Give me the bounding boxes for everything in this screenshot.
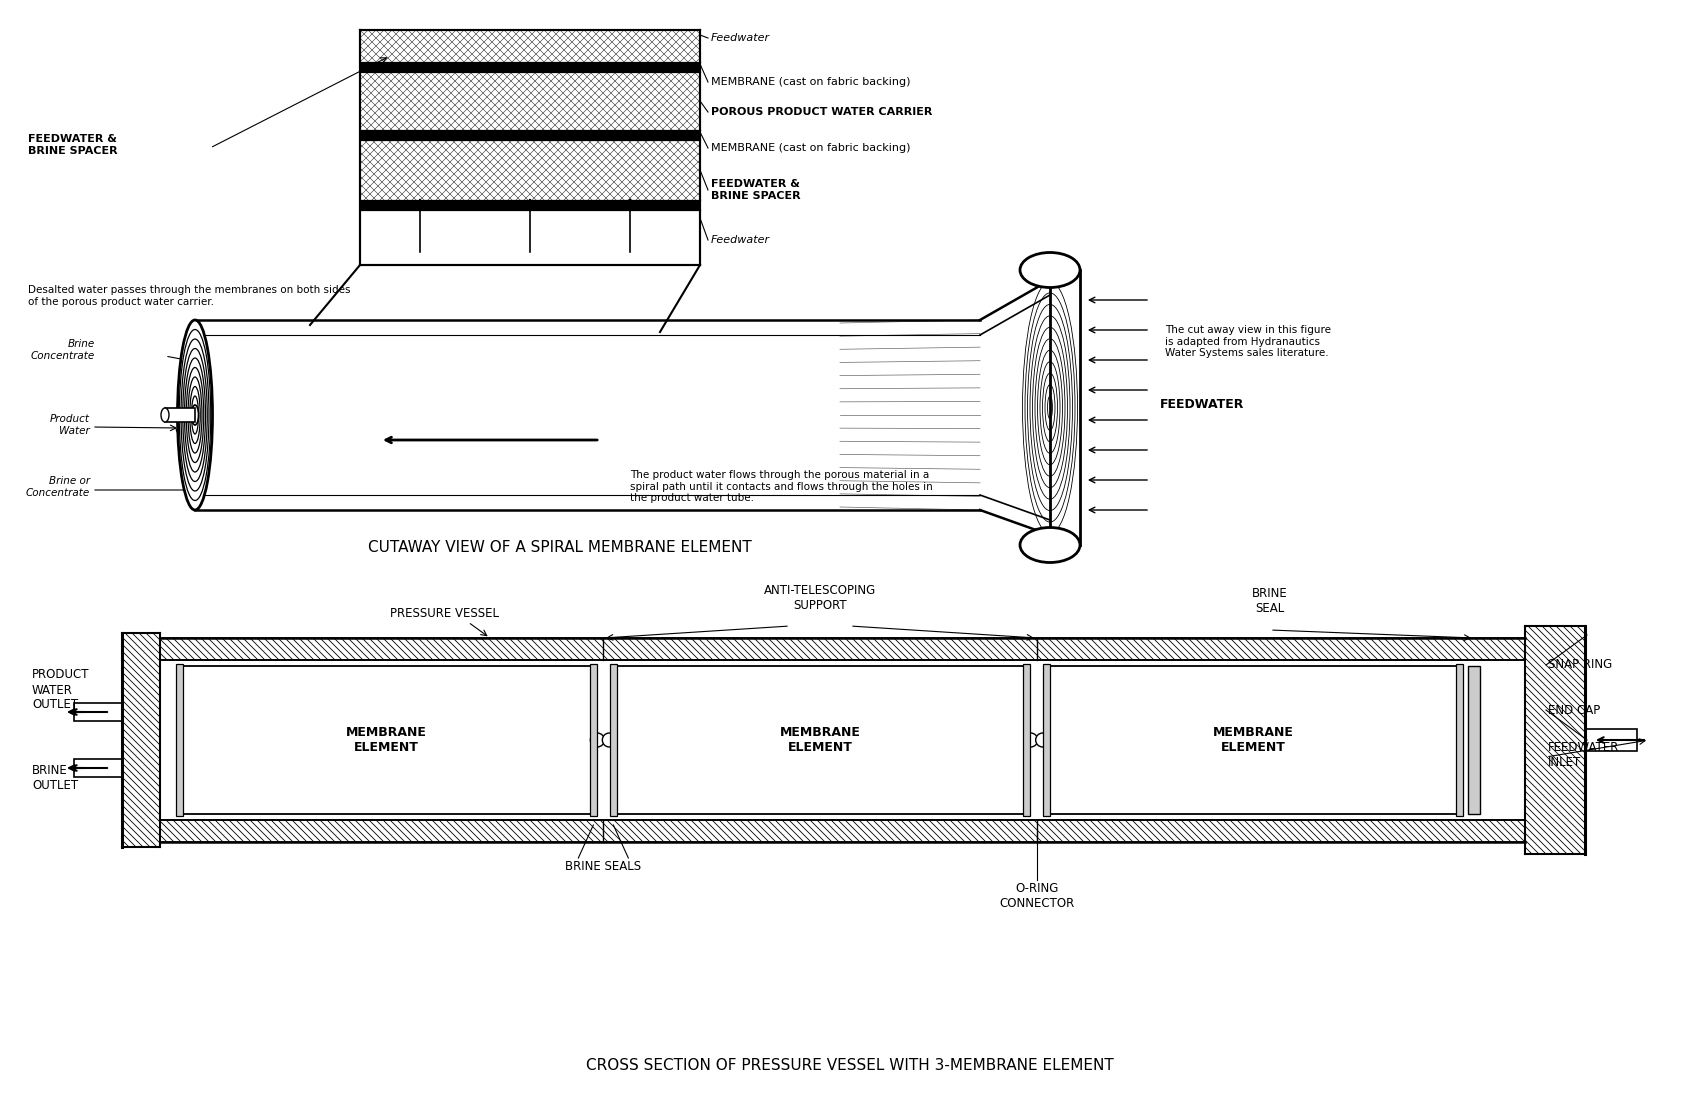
Bar bbox=[1044, 664, 1051, 816]
Circle shape bbox=[1035, 733, 1049, 747]
Text: Feedwater: Feedwater bbox=[711, 235, 770, 245]
Circle shape bbox=[590, 733, 604, 747]
Text: BRINE
SEAL: BRINE SEAL bbox=[1253, 587, 1289, 615]
Bar bbox=[1469, 666, 1481, 814]
Text: The cut away view in this figure
is adapted from Hydranautics
Water Systems sale: The cut away view in this figure is adap… bbox=[1164, 325, 1331, 358]
Ellipse shape bbox=[162, 408, 168, 422]
Bar bbox=[75, 759, 122, 777]
Bar bbox=[610, 664, 617, 816]
Ellipse shape bbox=[192, 405, 199, 425]
Text: The product water flows through the porous material in a
spiral path until it co: The product water flows through the poro… bbox=[631, 470, 933, 503]
Text: MEMBRANE (cast on fabric backing): MEMBRANE (cast on fabric backing) bbox=[711, 77, 911, 87]
Text: MEMBRANE
ELEMENT: MEMBRANE ELEMENT bbox=[780, 726, 860, 754]
Bar bbox=[177, 664, 184, 816]
Circle shape bbox=[1023, 733, 1037, 747]
Text: Feedwater: Feedwater bbox=[711, 33, 770, 43]
Bar bbox=[360, 200, 700, 210]
Text: FEEDWATER &
BRINE SPACER: FEEDWATER & BRINE SPACER bbox=[711, 179, 801, 201]
Circle shape bbox=[602, 733, 617, 747]
Text: PRESSURE VESSEL: PRESSURE VESSEL bbox=[389, 607, 500, 620]
Bar bbox=[1525, 626, 1584, 854]
Bar bbox=[360, 61, 700, 72]
Text: BRINE
OUTLET: BRINE OUTLET bbox=[32, 764, 78, 792]
Text: O-RING
CONNECTOR: O-RING CONNECTOR bbox=[1000, 882, 1074, 910]
Bar bbox=[75, 703, 122, 721]
Text: END CAP: END CAP bbox=[1549, 704, 1600, 717]
Text: MEMBRANE
ELEMENT: MEMBRANE ELEMENT bbox=[347, 726, 427, 754]
Text: PRODUCT
WATER
OUTLET: PRODUCT WATER OUTLET bbox=[32, 669, 90, 712]
Ellipse shape bbox=[1020, 527, 1080, 562]
Text: ANTI-TELESCOPING
SUPPORT: ANTI-TELESCOPING SUPPORT bbox=[763, 584, 876, 612]
Text: Brine or
Concentrate: Brine or Concentrate bbox=[26, 477, 90, 497]
Bar bbox=[614, 666, 1027, 814]
Bar bbox=[590, 664, 597, 816]
Bar bbox=[180, 666, 593, 814]
Text: FEEDWATER &
BRINE SPACER: FEEDWATER & BRINE SPACER bbox=[27, 134, 117, 156]
Text: Product
Water: Product Water bbox=[49, 414, 90, 436]
Text: POROUS PRODUCT WATER CARRIER: POROUS PRODUCT WATER CARRIER bbox=[711, 107, 932, 117]
Ellipse shape bbox=[177, 320, 212, 509]
Text: MEMBRANE (cast on fabric backing): MEMBRANE (cast on fabric backing) bbox=[711, 143, 911, 153]
Text: Brine
Concentrate: Brine Concentrate bbox=[31, 339, 95, 361]
Bar bbox=[165, 408, 196, 422]
Text: SNAP RING: SNAP RING bbox=[1549, 659, 1612, 672]
Bar bbox=[1457, 664, 1464, 816]
Ellipse shape bbox=[1020, 253, 1080, 288]
Text: Desalted water passes through the membranes on both sides
of the porous product : Desalted water passes through the membra… bbox=[27, 285, 350, 306]
Text: CUTAWAY VIEW OF A SPIRAL MEMBRANE ELEMENT: CUTAWAY VIEW OF A SPIRAL MEMBRANE ELEMEN… bbox=[369, 540, 751, 556]
Text: FEEDWATER: FEEDWATER bbox=[1159, 399, 1244, 412]
Bar bbox=[122, 634, 160, 847]
Bar bbox=[1584, 729, 1637, 751]
Bar bbox=[160, 638, 1525, 660]
Bar bbox=[360, 130, 700, 141]
Bar bbox=[1047, 666, 1460, 814]
Bar bbox=[1023, 664, 1030, 816]
Text: MEMBRANE
ELEMENT: MEMBRANE ELEMENT bbox=[1212, 726, 1294, 754]
Text: CROSS SECTION OF PRESSURE VESSEL WITH 3-MEMBRANE ELEMENT: CROSS SECTION OF PRESSURE VESSEL WITH 3-… bbox=[586, 1057, 1114, 1073]
Bar bbox=[160, 820, 1525, 842]
Text: FEEDWATER
INLET: FEEDWATER INLET bbox=[1549, 741, 1620, 769]
Text: BRINE SEALS: BRINE SEALS bbox=[566, 860, 641, 873]
